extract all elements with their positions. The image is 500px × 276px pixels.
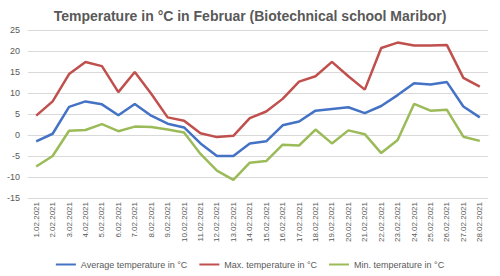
svg-text:2.02.2021: 2.02.2021 (48, 201, 57, 237)
svg-text:24.02.2021: 24.02.2021 (410, 201, 419, 242)
svg-text:19.02.2021: 19.02.2021 (327, 201, 336, 242)
svg-text:21.02.2021: 21.02.2021 (360, 201, 369, 242)
svg-text:25: 25 (10, 25, 20, 35)
svg-text:17.02.2021: 17.02.2021 (295, 201, 304, 242)
svg-text:Min. temperature in °C: Min. temperature in °C (354, 260, 445, 270)
svg-text:11.02.2021: 11.02.2021 (196, 201, 205, 241)
svg-text:5.02.2021: 5.02.2021 (97, 201, 106, 237)
svg-text:10.02.2021: 10.02.2021 (180, 201, 189, 242)
svg-text:3.02.2021: 3.02.2021 (65, 201, 74, 237)
svg-text:Max. temperature in °C: Max. temperature in °C (224, 260, 317, 270)
svg-text:13.02.2021: 13.02.2021 (229, 201, 238, 242)
svg-text:23.02.2021: 23.02.2021 (393, 201, 402, 242)
svg-text:0: 0 (15, 130, 20, 140)
svg-text:-5: -5 (12, 151, 20, 161)
svg-text:6.02.2021: 6.02.2021 (114, 201, 123, 237)
svg-text:14.02.2021: 14.02.2021 (245, 201, 254, 242)
svg-text:16.02.2021: 16.02.2021 (278, 201, 287, 242)
svg-text:4.02.2021: 4.02.2021 (81, 201, 90, 237)
svg-text:-15: -15 (7, 193, 20, 203)
svg-text:-10: -10 (7, 172, 20, 182)
svg-text:26.02.2021: 26.02.2021 (442, 201, 451, 242)
svg-text:9.02.2021: 9.02.2021 (163, 201, 172, 237)
svg-text:Average temperature in °C: Average temperature in °C (81, 260, 188, 270)
svg-text:10: 10 (10, 88, 20, 98)
svg-text:5: 5 (15, 109, 20, 119)
svg-text:20.02.2021: 20.02.2021 (344, 201, 353, 242)
svg-text:15: 15 (10, 67, 20, 77)
svg-text:20: 20 (10, 46, 20, 56)
svg-text:1.02.2021: 1.02.2021 (32, 201, 41, 237)
svg-text:18.02.2021: 18.02.2021 (311, 201, 320, 242)
svg-text:7.02.2021: 7.02.2021 (130, 201, 139, 237)
svg-text:28.02.2021: 28.02.2021 (475, 201, 484, 242)
svg-text:27.02.2021: 27.02.2021 (459, 201, 468, 242)
svg-text:12.02.2021: 12.02.2021 (212, 201, 221, 242)
svg-text:Temperature in °C in Februar (: Temperature in °C in Februar (Biotechnic… (54, 8, 447, 24)
svg-text:8.02.2021: 8.02.2021 (147, 201, 156, 237)
svg-text:22.02.2021: 22.02.2021 (377, 201, 386, 242)
svg-text:15.02.2021: 15.02.2021 (262, 201, 271, 242)
svg-text:25.02.2021: 25.02.2021 (426, 201, 435, 242)
